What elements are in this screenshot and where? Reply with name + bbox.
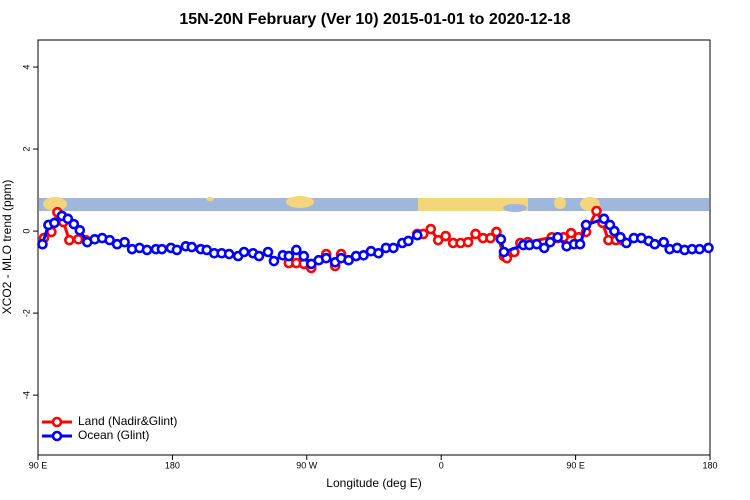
data-point [491, 226, 502, 238]
x-tick-label: 90 W [296, 460, 318, 470]
data-point [238, 246, 250, 258]
y-tick-label: 0 [21, 229, 31, 234]
data-point [565, 227, 577, 239]
data-point [171, 244, 183, 256]
data-point [68, 218, 80, 230]
land-shape [286, 196, 314, 208]
data-point [74, 224, 86, 236]
data-point [283, 250, 295, 262]
data-point [343, 254, 354, 266]
data-point [609, 225, 620, 237]
data-point [495, 233, 507, 245]
x-tick-label: 180 [702, 460, 717, 470]
data-point [373, 247, 384, 259]
data-point [703, 242, 714, 254]
data-point [388, 242, 399, 254]
y-axis-title: XCO2 - MLO trend (ppm) [0, 180, 14, 315]
data-point [462, 236, 474, 248]
data-point [186, 241, 198, 253]
land-shape [43, 197, 67, 211]
data-point [598, 213, 610, 225]
x-tick-label: 90 E [29, 460, 48, 470]
land-shape [418, 198, 528, 211]
data-point [470, 228, 481, 240]
y-tick-label: 2 [21, 147, 31, 152]
ocean-strip [39, 198, 709, 211]
data-point [223, 248, 235, 260]
data-point [538, 242, 550, 254]
data-point [544, 236, 556, 248]
data-point [64, 234, 75, 246]
ocean-shape [503, 204, 527, 212]
data-point [552, 231, 563, 243]
data-point [649, 238, 661, 250]
y-tick-label: -2 [21, 309, 31, 317]
data-point [498, 246, 510, 258]
data-point [49, 217, 60, 229]
data-point [141, 244, 153, 256]
data-point [253, 250, 265, 262]
data-point [291, 244, 302, 256]
data-point [485, 232, 496, 244]
data-point [119, 236, 130, 248]
data-point [425, 223, 437, 235]
data-point [580, 219, 592, 231]
legend-label: Land (Nadir&Glint) [78, 414, 177, 428]
data-point [320, 252, 332, 264]
legend-label: Ocean (Glint) [78, 428, 149, 442]
data-point [694, 243, 705, 255]
x-axis-title: Longitude (deg E) [326, 476, 421, 490]
data-point [574, 238, 586, 250]
x-tick-label: 0 [439, 460, 444, 470]
land-shape [206, 197, 214, 201]
data-point [358, 249, 369, 261]
land-shape [554, 197, 566, 209]
x-tick-label: 180 [165, 460, 180, 470]
data-point [37, 238, 48, 250]
data-point [658, 236, 670, 248]
data-point [440, 230, 451, 242]
data-point [615, 231, 626, 243]
y-tick-label: 4 [21, 65, 31, 70]
data-point [412, 229, 423, 241]
chart-title: 15N-20N February (Ver 10) 2015-01-01 to … [179, 11, 570, 28]
data-point [104, 234, 115, 246]
data-point [156, 243, 168, 255]
data-point [403, 235, 414, 247]
data-point [591, 205, 602, 217]
legend-marker [51, 430, 63, 442]
data-point [298, 250, 310, 262]
data-point [432, 234, 444, 246]
y-tick-label: -4 [21, 391, 31, 399]
data-point [268, 255, 280, 267]
data-point [262, 246, 274, 258]
x-tick-label: 90 E [566, 460, 585, 470]
data-point [621, 237, 632, 249]
map-strip [39, 196, 709, 212]
legend-marker [51, 416, 63, 428]
